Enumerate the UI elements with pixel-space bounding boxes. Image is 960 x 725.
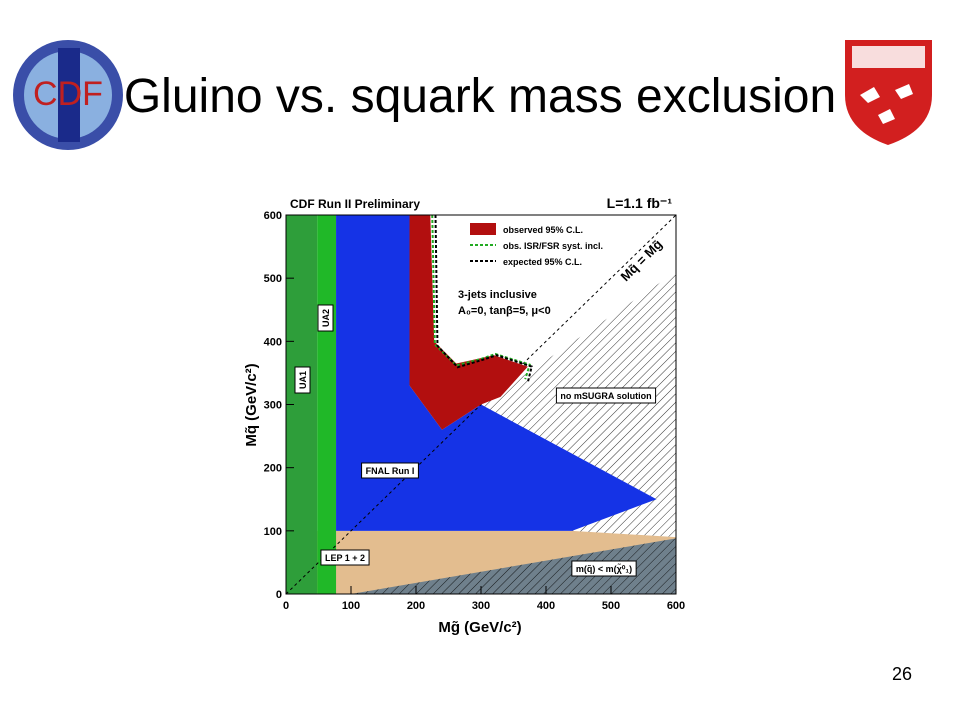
region-label: FNAL Run I <box>366 466 415 476</box>
region <box>317 215 337 594</box>
limit-line <box>434 215 533 383</box>
region-label: m(q̃) < m(χ̃⁰₁) <box>576 563 632 574</box>
y-tick-label: 500 <box>264 273 282 285</box>
mcgill-shield <box>845 40 932 145</box>
region-label: UA2 <box>321 309 331 327</box>
legend-label: expected 95% C.L. <box>503 257 582 267</box>
region-label-box <box>571 560 637 577</box>
region-hatch <box>351 538 676 594</box>
region <box>336 215 657 531</box>
x-tick-label: 100 <box>342 600 360 612</box>
observed-area <box>409 215 528 430</box>
cdf-logo: CDF <box>13 40 123 150</box>
region-label-box <box>294 366 311 394</box>
y-tick-label: 0 <box>276 589 282 601</box>
limit-line <box>431 215 532 380</box>
y-tick-label: 600 <box>264 210 282 222</box>
region-label-group: LEP 1 + 2 <box>320 549 370 566</box>
region-label: UA1 <box>298 371 308 389</box>
region-label: no mSUGRA solution <box>560 391 651 401</box>
region-label-box <box>361 462 419 479</box>
legend-swatch <box>470 223 496 235</box>
region-label-group: FNAL Run I <box>361 462 419 479</box>
region-label-group: UA1 <box>294 366 311 394</box>
region-label: LEP 1 + 2 <box>325 553 365 563</box>
region-label-box <box>320 549 370 566</box>
annotation: A₀=0, tanβ=5, μ<0 <box>458 305 551 317</box>
region-label-group: no mSUGRA solution <box>555 387 657 404</box>
x-tick-label: 500 <box>602 600 620 612</box>
page-number: 26 <box>892 664 912 684</box>
annotation: 3-jets inclusive <box>458 289 537 301</box>
x-tick-label: 600 <box>667 600 685 612</box>
region-label-group: UA2 <box>317 304 334 332</box>
region <box>286 215 318 594</box>
overlay: 0 100 200 300 400 500 600 0 100 200 300 400 500 600 Mg… <box>243 195 685 636</box>
y-axis-label: Mq̃ (GeV/c²) <box>243 363 260 446</box>
x-tick-label: 0 <box>283 600 289 612</box>
region-label-box <box>555 387 657 404</box>
x-tick-label: 400 <box>537 600 555 612</box>
y-tick-label: 100 <box>264 526 282 538</box>
logo-text: CDF <box>33 75 103 113</box>
x-axis-label: Mg̃ (GeV/c²) <box>438 619 521 636</box>
luminosity: L=1.1 fb⁻¹ <box>607 195 673 211</box>
legend-label: obs. ISR/FSR syst. incl. <box>503 241 603 251</box>
legend-label: observed 95% C.L. <box>503 225 583 235</box>
y-tick-label: 300 <box>264 400 282 412</box>
region-label-group: m(q̃) < m(χ̃⁰₁) <box>571 560 637 577</box>
x-tick-label: 200 <box>407 600 425 612</box>
region-label-box <box>317 304 334 332</box>
slide-title: Gluino vs. squark mass exclusion <box>124 70 836 123</box>
y-tick-label: 400 <box>264 336 282 348</box>
header: CDF Run II Preliminary <box>290 197 420 211</box>
y-tick-label: 200 <box>264 463 282 475</box>
x-tick-label: 300 <box>472 600 490 612</box>
